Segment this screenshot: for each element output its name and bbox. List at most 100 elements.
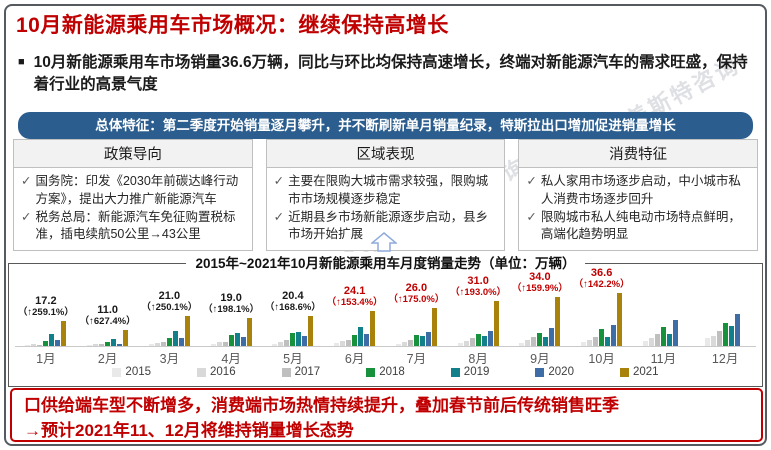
list-item-text: 近期县乡市场新能源逐步启动，县乡市场开始扩展: [288, 209, 489, 242]
bar-2021: [617, 293, 623, 346]
bar-2018: [722, 323, 728, 346]
bar-2019: [111, 339, 117, 346]
column-consumer-title: 消费特征: [519, 140, 758, 168]
bar-2021: [370, 311, 376, 346]
conclusion-line1: 口供给端车型不断增多，消费端市场热情持续提升，叠加春节前后传统销售旺季: [24, 396, 619, 415]
bar-2016: [463, 341, 469, 346]
bar-2018: [105, 342, 111, 346]
bar-2016: [31, 344, 37, 346]
list-item-text: 限购城市私人纯电动市场特点鲜明，高端化趋势明显: [540, 209, 741, 242]
bar-2019: [296, 332, 302, 346]
list-item: ✓ 私人家用市场逐步启动，中小城市私人消费市场逐步回升: [526, 173, 750, 209]
bar-2015: [457, 343, 463, 346]
month-group: 19.0 （↑198.1%）: [200, 268, 262, 346]
month-group: 11.0 （↑627.4%）: [77, 268, 139, 346]
x-axis-tick-label: 2月: [97, 352, 118, 366]
bar-2020: [302, 336, 308, 346]
x-axis-tick-label: 9月: [530, 352, 550, 366]
legend-swatch-icon: [450, 367, 460, 377]
bar-label: 26.0 （↑175.0%）: [388, 282, 445, 305]
bar-2015: [148, 344, 154, 346]
bar-2017: [99, 344, 105, 346]
bar-2016: [648, 338, 654, 346]
bullet-square-icon: ■: [18, 56, 25, 68]
bar-cluster: [15, 321, 77, 346]
bar-2020: [549, 328, 555, 346]
check-icon: ✓: [21, 174, 32, 188]
bar-2020: [425, 332, 431, 346]
intro-paragraph: ■ 10月新能源乘用车市场销量36.6万辆，同比与环比均保持高速增长，终端对新能…: [18, 52, 760, 97]
legend-item-2021: 2021: [619, 366, 659, 378]
month-group: [633, 268, 695, 346]
bar-2020: [364, 334, 370, 346]
bar-2017: [469, 338, 475, 346]
bar-2017: [654, 334, 660, 346]
bar-2020: [55, 340, 61, 346]
chart-plot-area: 17.2 （↑259.1%） 11.0 （↑627.4%） 21.0 （↑250.1%） 1…: [15, 267, 756, 347]
bar-label: 21.0 （↑250.1%）: [141, 290, 198, 313]
x-axis-tick-label: 8月: [468, 352, 488, 366]
bar-2016: [401, 342, 407, 346]
bar-2020: [487, 331, 493, 346]
bar-cluster: [447, 301, 509, 346]
bar-2017: [716, 331, 722, 346]
conclusion-line2: →预计2021年11、12月将维持销量增长态势: [24, 420, 354, 440]
bar-cluster: [200, 318, 262, 346]
bar-2018: [475, 334, 481, 346]
x-axis-tick-label: 3月: [159, 352, 180, 366]
bar-cluster: [262, 316, 324, 346]
bar-2019: [419, 336, 425, 346]
chart-title: 2015年~2021年10月新能源乘用车月度销量走势（单位：万辆）: [185, 252, 586, 272]
bar-2018: [599, 329, 605, 346]
column-region-title: 区域表现: [266, 140, 505, 168]
bar-2020: [611, 325, 617, 346]
bar-2015: [272, 344, 278, 346]
legend-item-2019: 2019: [450, 366, 489, 378]
bar-2016: [154, 343, 160, 346]
x-axis-tick-label: 7月: [406, 352, 427, 366]
x-axis-labels: 1月 2月 3月 4月 5月 6月 7月 8月 9月 10月 11月 12月: [15, 348, 756, 367]
bar-2017: [160, 342, 166, 346]
bar-2017: [407, 340, 413, 346]
bar-2018: [537, 333, 543, 346]
bar-2015: [519, 343, 525, 346]
legend-item-2018: 2018: [366, 366, 405, 378]
month-group: 21.0 （↑250.1%）: [139, 268, 201, 346]
bar-2021: [308, 316, 314, 346]
x-axis-tick-label: 5月: [283, 352, 303, 366]
bar-2019: [481, 336, 487, 346]
bar-2020: [240, 337, 246, 346]
legend-label: 2016: [210, 366, 236, 378]
bar-cluster: [77, 330, 139, 346]
month-group: [694, 268, 756, 346]
bar-2015: [642, 341, 648, 346]
bar-2019: [234, 333, 240, 346]
x-axis-tick-label: 12月: [711, 352, 739, 366]
chart-legend: 2015 2016 2017 2018 2019 2020 2021: [9, 366, 762, 378]
list-item-text: 私人家用市场逐步启动，中小城市私人消费市场逐步回升: [540, 174, 741, 206]
bar-2018: [413, 335, 419, 346]
list-item: ✓ 近期县乡市场新能源逐步启动，县乡市场开始扩展: [274, 209, 498, 245]
list-item: ✓ 主要在限购大城市需求较强，限购城市市场规模逐步稳定: [274, 173, 498, 209]
bar-2021: [184, 316, 190, 346]
bar-2017: [222, 342, 228, 346]
bar-2019: [172, 331, 178, 346]
bar-2016: [278, 342, 284, 346]
column-consumer: 消费特征 ✓ 私人家用市场逐步启动，中小城市私人消费市场逐步回升 ✓ 限购城市私人纯…: [518, 139, 759, 251]
bar-2018: [228, 335, 234, 346]
x-axis-tick-label: 4月: [221, 352, 241, 366]
bar-2019: [605, 337, 611, 346]
bar-cluster: [324, 311, 386, 346]
bar-2019: [543, 337, 549, 346]
legend-item-2020: 2020: [535, 366, 574, 378]
list-item: ✓ 税务总局：新能源汽车免征购置税标准，插电续航50公里→43公里: [21, 209, 245, 245]
x-axis-tick-label: 1月: [36, 352, 56, 366]
column-policy: 政策导向 ✓ 国务院：印发《2030年前碳达峰行动方案》，提出大力推广新能源汽车 …: [13, 139, 253, 251]
bar-2021: [61, 321, 67, 346]
bar-2015: [395, 344, 401, 346]
bar-2015: [704, 338, 710, 346]
bar-cluster: [633, 320, 695, 346]
bar-2015: [581, 342, 587, 346]
bar-2021: [246, 318, 252, 346]
bar-2016: [216, 342, 222, 346]
